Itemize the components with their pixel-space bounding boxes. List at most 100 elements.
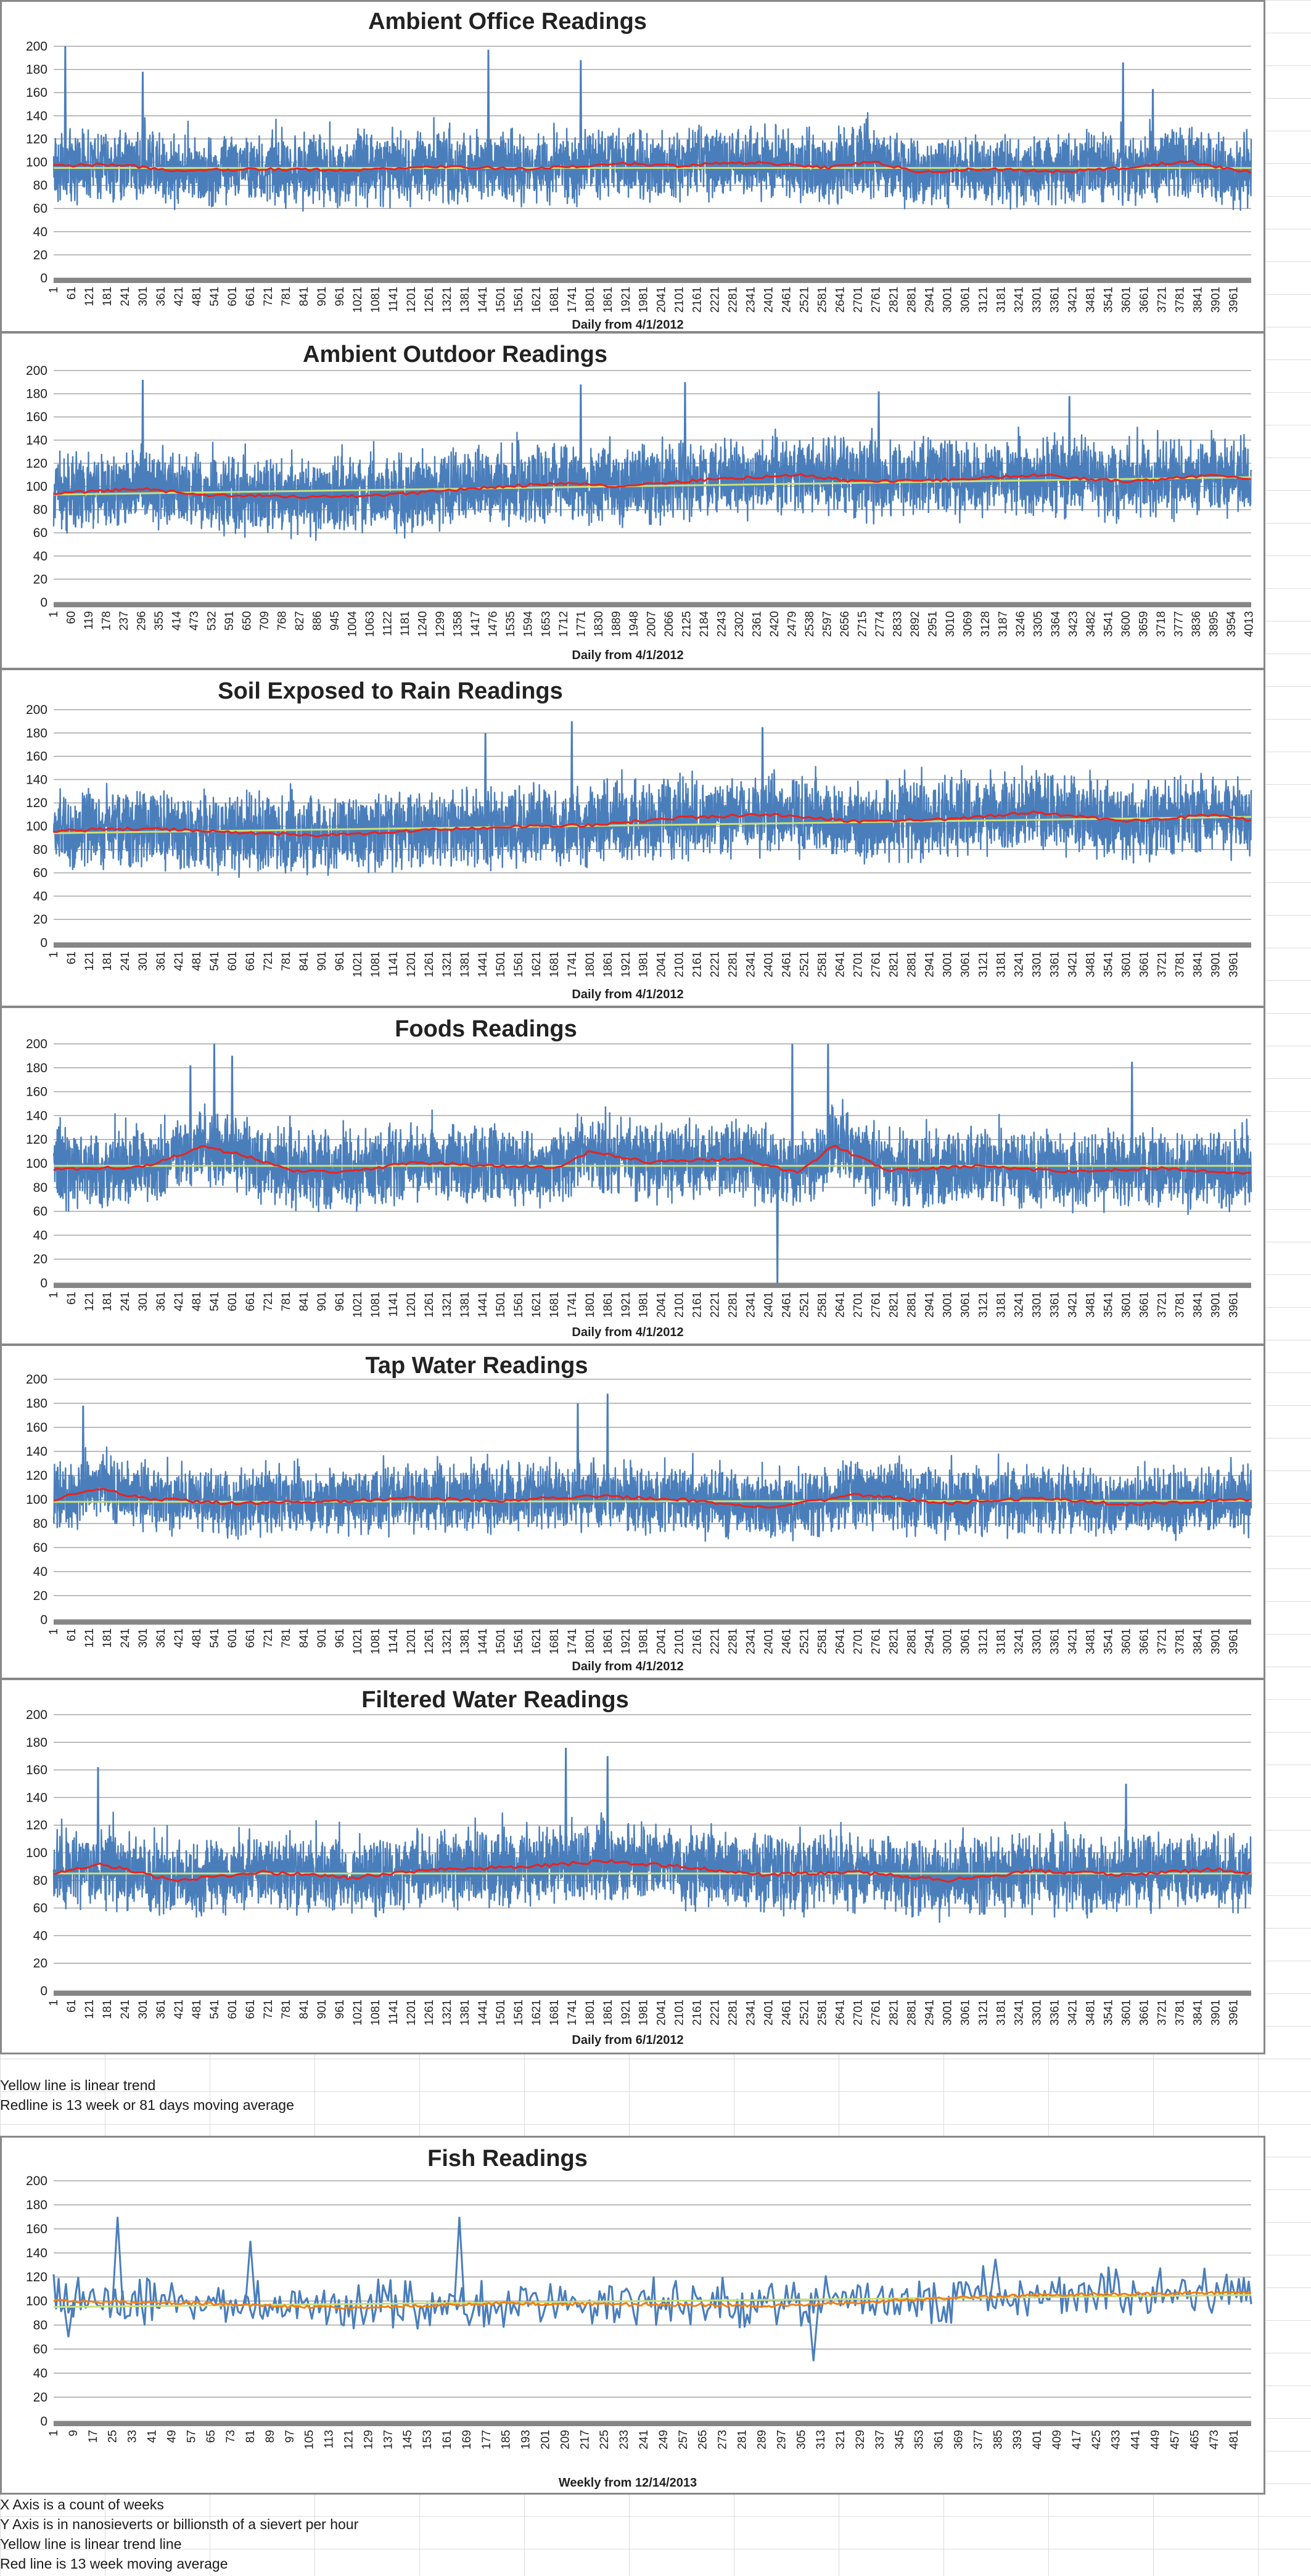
x-tick-label: 1299: [434, 611, 447, 637]
y-tick-label: 100: [26, 2294, 47, 2308]
x-tick-label: 65: [205, 2430, 218, 2443]
x-tick-label: 3421: [1067, 951, 1080, 977]
x-tick-label: 3661: [1138, 1628, 1151, 1654]
x-tick-label: 1741: [566, 951, 579, 977]
x-tick-label: 841: [298, 1628, 311, 1648]
y-tick-label: 80: [33, 1181, 47, 1195]
x-tick-label: 41: [146, 2430, 159, 2443]
x-tick-label: 241: [119, 1292, 132, 1311]
x-tick-label: 3961: [1227, 1292, 1240, 1318]
x-tick-label: 3661: [1138, 1292, 1151, 1318]
x-tick-label: 1261: [423, 951, 436, 977]
x-tick-label: 3121: [977, 287, 990, 313]
x-tick-label: 3901: [1209, 1292, 1222, 1318]
x-axis-label: Weekly from 12/14/2013: [559, 2476, 697, 2490]
chart-title: Ambient Office Readings: [368, 9, 647, 35]
series-spike: [212, 1043, 216, 1149]
x-tick-label: 425: [1090, 2430, 1103, 2450]
x-tick-label: 421: [173, 1628, 186, 1648]
x-tick-label: 161: [441, 2430, 454, 2450]
x-tick-label: 2641: [834, 1628, 847, 1654]
x-tick-label: 3001: [942, 2000, 955, 2025]
y-tick-label: 0: [40, 1276, 47, 1290]
x-tick-label: 2881: [906, 287, 919, 313]
y-tick-label: 140: [26, 773, 47, 787]
x-tick-label: 457: [1169, 2430, 1182, 2450]
x-tick-label: 3241: [1013, 951, 1026, 977]
y-tick-label: 120: [26, 796, 47, 810]
x-tick-label: 3781: [1174, 1628, 1187, 1654]
x-tick-label: 3661: [1138, 287, 1151, 313]
x-tick-label: 3721: [1156, 287, 1169, 313]
x-tick-label: 1: [47, 611, 60, 618]
x-tick-label: 241: [119, 2000, 132, 2019]
x-tick-label: 2221: [709, 1292, 722, 1318]
x-tick-label: 2184: [698, 611, 711, 638]
x-tick-label: 1561: [512, 287, 525, 313]
x-tick-label: 2941: [924, 951, 937, 977]
x-tick-label: 1181: [399, 611, 412, 636]
x-tick-label: 1081: [369, 1292, 382, 1318]
y-tick-label: 20: [33, 1956, 47, 1971]
y-tick-label: 160: [26, 2222, 47, 2236]
x-tick-label: 217: [578, 2430, 591, 2450]
x-tick-label: 591: [223, 611, 236, 631]
x-tick-label: 297: [775, 2430, 788, 2450]
moving-average-line: [53, 2291, 1252, 2311]
x-tick-label: 1441: [477, 1628, 490, 1654]
x-tick-label: 2701: [852, 287, 865, 313]
x-tick-label: 1441: [477, 2000, 490, 2025]
x-tick-label: 97: [284, 2430, 297, 2443]
y-tick-label: 200: [26, 364, 47, 378]
y-tick-label: 180: [26, 1397, 47, 1411]
x-tick-label: 3301: [1031, 1628, 1044, 1654]
chart-filtered-water: Filtered Water Readings 0 20 40 60 80 100 120 14…: [0, 1678, 1265, 2054]
x-tick-label: 650: [241, 611, 254, 631]
y-tick-label: 20: [33, 913, 47, 927]
x-tick-label: 1741: [566, 1628, 579, 1654]
x-axis-band: [54, 602, 1251, 607]
x-tick-label: 241: [119, 951, 132, 971]
x-tick-label: 473: [188, 611, 201, 631]
series-spike: [826, 1043, 830, 1151]
y-tick-label: 40: [33, 2366, 47, 2381]
x-tick-label: 3961: [1227, 2000, 1240, 2025]
series-spike: [606, 1756, 609, 1861]
x-tick-label: 2821: [888, 2000, 901, 2025]
x-tick-label: 2461: [781, 1292, 794, 1318]
x-tick-label: 3246: [1014, 611, 1027, 637]
x-tick-label: 3001: [942, 1628, 955, 1654]
x-tick-label: 1: [47, 2000, 60, 2006]
x-tick-label: 1561: [512, 1628, 525, 1654]
x-tick-label: 2302: [733, 611, 746, 637]
chart-title: Filtered Water Readings: [361, 1687, 629, 1713]
y-tick-label: 120: [26, 456, 47, 470]
x-tick-label: 541: [208, 1292, 221, 1311]
x-tick-label: 3421: [1067, 287, 1080, 313]
x-tick-label: 3901: [1209, 1628, 1222, 1654]
x-tick-label: 2821: [888, 951, 901, 977]
x-tick-label: 301: [137, 1292, 150, 1311]
x-tick-label: 1261: [423, 1292, 436, 1318]
x-tick-label: 541: [208, 2000, 221, 2019]
y-tick-label: 80: [33, 2318, 47, 2332]
x-tick-label: 721: [262, 1628, 275, 1648]
y-tick-label: 0: [40, 936, 47, 950]
x-tick-label: 2401: [763, 1628, 776, 1654]
y-tick-label: 160: [26, 1763, 47, 1778]
x-tick-label: 2401: [763, 2000, 776, 2025]
x-tick-label: 1021: [351, 1628, 364, 1654]
trend-line: [53, 1499, 1252, 1503]
x-tick-label: 1: [47, 287, 60, 293]
chart-tap-water: Tap Water Readings 0 20 40 60 80 100 120 140 160 1…: [0, 1344, 1265, 1680]
x-tick-label: 3721: [1156, 951, 1169, 977]
x-tick-label: 2066: [663, 611, 676, 637]
x-tick-label: 661: [244, 1628, 257, 1648]
x-tick-label: 961: [334, 1628, 347, 1648]
y-tick-label: 100: [26, 480, 47, 494]
x-tick-label: 3661: [1138, 2000, 1151, 2025]
x-tick-label: 1981: [638, 1292, 651, 1318]
x-tick-label: 3901: [1209, 287, 1222, 313]
x-tick-label: 2641: [834, 287, 847, 313]
series-spike: [112, 2217, 124, 2302]
